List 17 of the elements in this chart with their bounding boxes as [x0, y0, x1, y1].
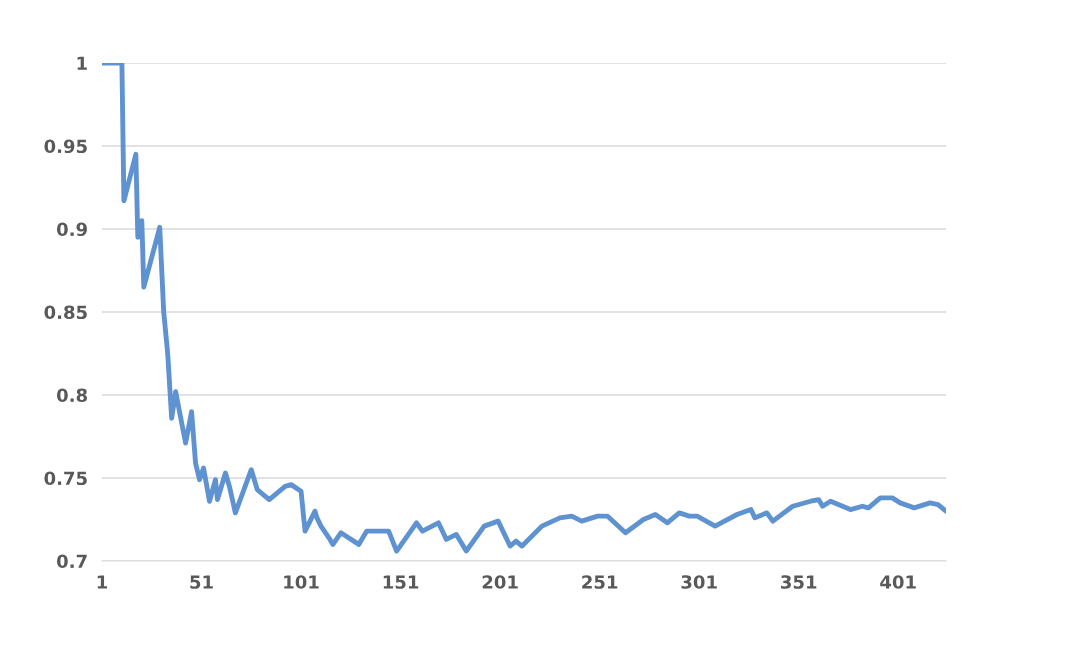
y-tick-label: 0.7 — [56, 554, 87, 569]
x-tick-label: 101 — [284, 575, 319, 589]
x-tick-label: 301 — [681, 575, 717, 589]
x-tick-label: 1 — [97, 575, 108, 589]
y-tick-label: 0.75 — [44, 471, 87, 486]
line-series — [102, 63, 946, 554]
y-tick-label: 0.95 — [44, 139, 87, 154]
y-tick-label: 0.9 — [56, 222, 87, 237]
x-tick-label: 401 — [880, 575, 916, 589]
x-tick-label: 51 — [190, 575, 213, 589]
y-tick-label: 0.85 — [44, 305, 87, 320]
y-tick-label: 0.8 — [56, 388, 87, 403]
y-tick-label: 1 — [77, 56, 87, 70]
x-tick-label: 251 — [582, 575, 618, 589]
x-tick-label: 351 — [781, 575, 817, 589]
x-tick-label: 201 — [482, 575, 518, 589]
x-tick-label: 151 — [383, 575, 419, 589]
